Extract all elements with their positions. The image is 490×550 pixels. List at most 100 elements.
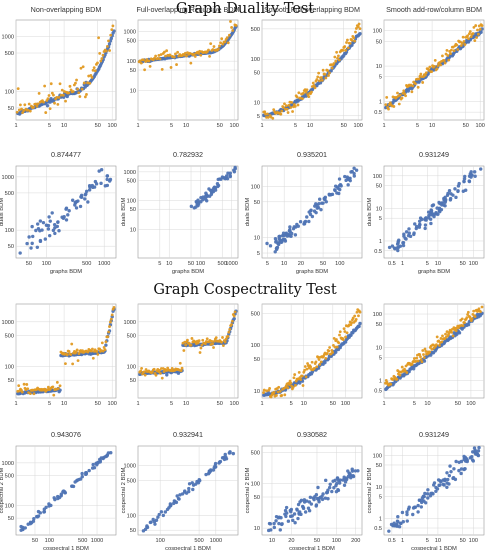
x-tick-label: 50 <box>341 123 347 129</box>
data-point-orange <box>357 22 361 26</box>
data-point-blue <box>327 485 332 490</box>
data-point-blue <box>429 208 433 212</box>
data-point-orange <box>65 353 69 357</box>
data-point-orange <box>32 392 36 396</box>
y-tick-label: 100 <box>5 365 14 371</box>
y-tick-label: 100 <box>127 365 136 371</box>
data-point-orange <box>433 59 437 62</box>
data-point-orange <box>17 384 21 388</box>
x-tick-label: 100 <box>230 123 239 129</box>
data-point-orange <box>180 366 184 370</box>
data-point-blue <box>105 183 110 188</box>
data-point-orange <box>477 307 481 311</box>
data-point-orange <box>83 95 87 99</box>
data-point-orange <box>26 387 30 391</box>
data-point-blue <box>84 192 88 196</box>
data-point-orange <box>460 41 464 45</box>
chart-title: Smooth Full-overlapping BDM <box>264 5 360 14</box>
data-point-orange <box>26 108 30 112</box>
data-point-orange <box>96 61 99 65</box>
y-tick-label: 1000 <box>2 35 14 41</box>
data-point-orange <box>304 375 308 379</box>
data-point-orange <box>471 32 475 35</box>
y-tick-label: 100 <box>127 199 136 205</box>
data-point-orange <box>91 347 94 351</box>
data-point-orange <box>351 316 355 320</box>
data-point-orange <box>343 45 347 48</box>
data-point-orange <box>291 385 295 389</box>
data-point-blue <box>71 484 76 489</box>
data-point-orange <box>105 45 109 48</box>
data-point-orange <box>332 336 336 340</box>
data-point-orange <box>140 367 144 370</box>
data-point-blue <box>303 219 308 224</box>
data-point-blue <box>203 197 208 201</box>
data-point-blue <box>29 246 33 250</box>
data-point-orange <box>301 91 305 95</box>
data-point-blue <box>462 179 466 184</box>
data-point-orange <box>98 52 102 55</box>
y-tick-label: 0.5 <box>374 526 382 532</box>
data-point-orange <box>443 61 447 65</box>
data-point-orange <box>209 42 213 46</box>
data-point-blue <box>313 495 317 499</box>
x-tick-label: 1 <box>136 401 139 407</box>
data-point-orange <box>189 343 193 347</box>
data-point-blue <box>84 471 88 475</box>
data-point-blue <box>108 179 112 183</box>
data-point-orange <box>186 338 189 342</box>
data-point-orange <box>208 54 211 58</box>
chart-panel-15: 10 20 50 100 200 10 50 100 500 0.930582 cospectral… <box>245 430 363 550</box>
data-point-orange <box>428 350 431 354</box>
data-point-orange <box>95 350 99 353</box>
x-tick-label: 5 <box>48 123 51 129</box>
y-tick-label: 10 <box>376 345 382 351</box>
data-point-orange <box>356 25 360 28</box>
data-point-blue <box>416 503 420 508</box>
data-point-orange <box>15 110 19 114</box>
data-point-blue <box>454 195 458 200</box>
data-point-orange <box>283 102 286 106</box>
data-point-blue <box>46 227 51 231</box>
data-point-orange <box>42 100 45 104</box>
data-point-blue <box>417 219 422 224</box>
data-point-orange <box>211 48 215 51</box>
data-point-orange <box>355 310 359 314</box>
x-tick-label: 50 <box>314 538 320 544</box>
data-point-blue <box>336 186 340 190</box>
data-point-blue <box>407 369 411 374</box>
data-point-blue <box>222 455 226 460</box>
y-tick-label: 10 <box>376 485 382 491</box>
x-tick-label: 10 <box>269 538 275 544</box>
data-point-blue <box>274 519 278 523</box>
data-point-orange <box>323 73 327 76</box>
y-tick-label: 50 <box>254 200 260 206</box>
data-point-blue <box>392 246 397 250</box>
data-point-blue <box>84 189 89 193</box>
data-point-orange <box>77 91 81 95</box>
data-point-blue <box>335 476 340 481</box>
y-tick-label: 5 <box>379 75 382 81</box>
data-point-blue <box>163 510 168 514</box>
data-point-orange <box>205 337 209 341</box>
data-point-orange <box>307 95 311 99</box>
data-point-orange <box>318 363 322 366</box>
data-point-blue <box>457 331 462 335</box>
y-tick-label: 100 <box>5 503 14 509</box>
data-point-blue <box>88 185 92 189</box>
data-point-orange <box>319 76 323 79</box>
data-point-orange <box>341 338 345 341</box>
data-point-orange <box>71 362 75 366</box>
data-point-blue <box>343 174 347 179</box>
data-point-blue <box>407 227 411 231</box>
data-point-blue <box>459 471 463 476</box>
data-point-blue <box>434 489 438 493</box>
y-tick-label: 10 <box>130 227 136 233</box>
data-point-orange <box>345 331 349 335</box>
chart-panel-11: 1 5 10 50 100 10 50 100 500 <box>251 303 363 407</box>
data-point-blue <box>197 200 201 205</box>
data-point-orange <box>276 390 280 394</box>
data-point-blue <box>80 475 84 479</box>
data-point-blue <box>454 459 458 464</box>
